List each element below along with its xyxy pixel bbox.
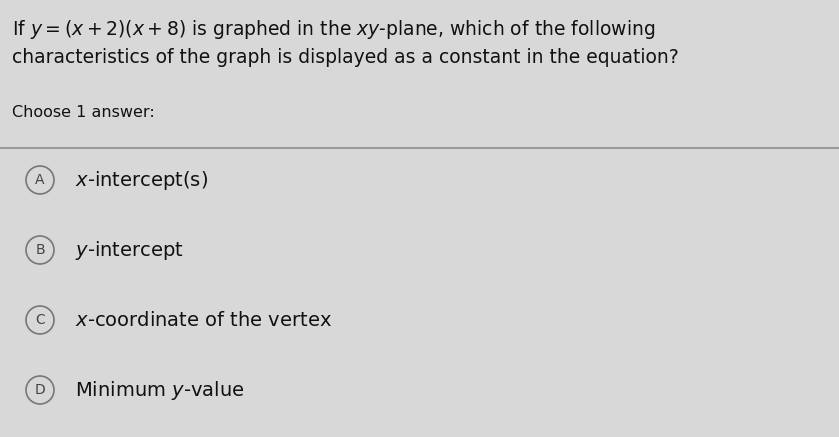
Text: D: D [34,383,45,397]
Text: Minimum $y$-value: Minimum $y$-value [75,378,244,402]
Circle shape [26,306,54,334]
Text: $x$-intercept(s): $x$-intercept(s) [75,169,208,191]
Text: characteristics of the graph is displayed as a constant in the equation?: characteristics of the graph is displaye… [12,48,679,67]
Text: B: B [35,243,44,257]
Text: A: A [35,173,44,187]
Circle shape [26,376,54,404]
Circle shape [26,166,54,194]
Circle shape [26,236,54,264]
Text: $y$-intercept: $y$-intercept [75,239,184,261]
Text: $x$-coordinate of the vertex: $x$-coordinate of the vertex [75,311,332,329]
Text: C: C [35,313,44,327]
Text: If $y = (x + 2)(x + 8)$ is graphed in the $xy$-plane, which of the following: If $y = (x + 2)(x + 8)$ is graphed in th… [12,18,655,41]
Text: Choose 1 answer:: Choose 1 answer: [12,105,154,120]
